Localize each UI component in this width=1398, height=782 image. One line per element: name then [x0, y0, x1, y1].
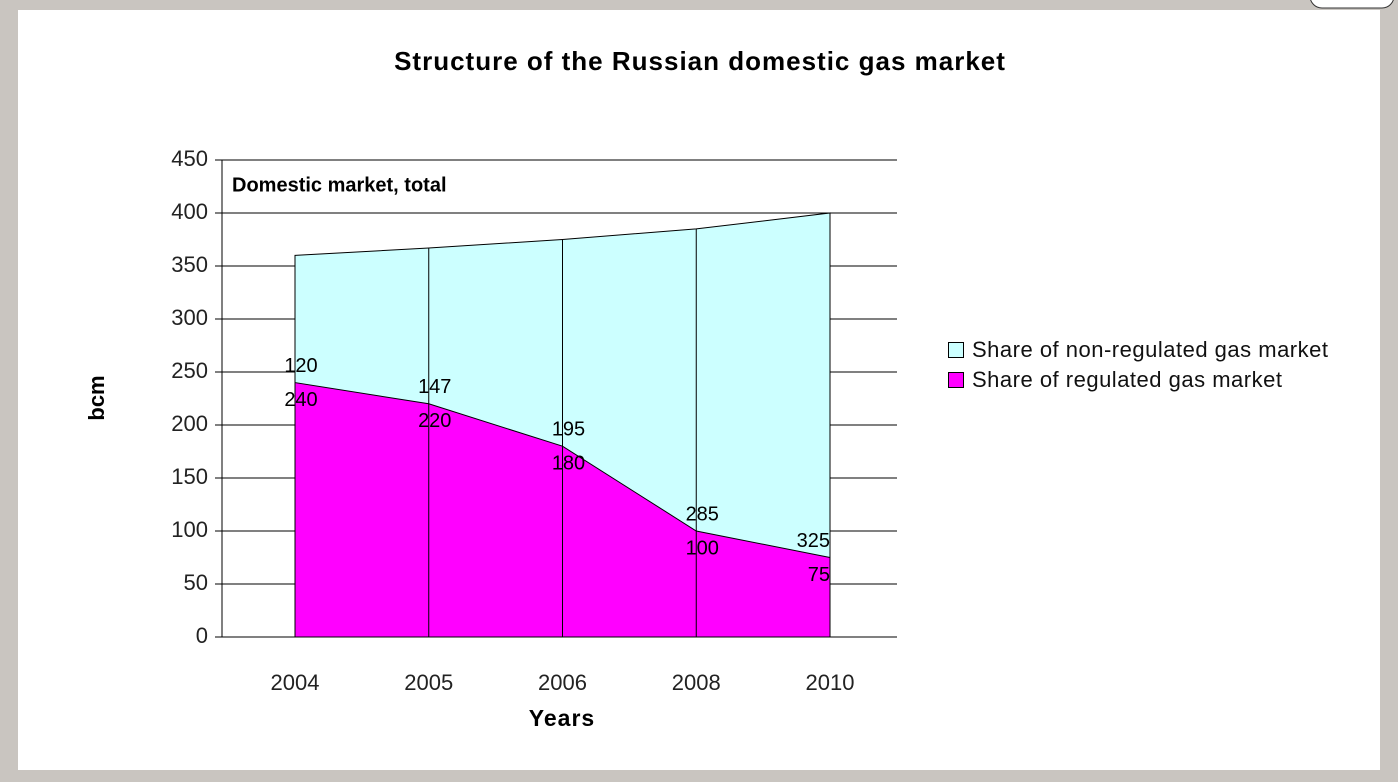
y-tick-label: 250 [171, 358, 208, 383]
y-axis-label: bcm [84, 375, 109, 420]
y-tick-label: 200 [171, 411, 208, 436]
legend-label: Share of non-regulated gas market [972, 337, 1329, 362]
data-label: 100 [686, 537, 719, 559]
legend-swatch [948, 342, 964, 358]
x-tick-label: 2010 [806, 670, 855, 695]
data-label: 180 [552, 452, 585, 474]
corner-shape [1310, 0, 1394, 9]
y-tick-label: 400 [171, 199, 208, 224]
legend-item: Share of regulated gas market [948, 366, 1362, 393]
y-tick-label: 350 [171, 252, 208, 277]
chart-title: Structure of the Russian domestic gas ma… [394, 46, 1006, 76]
y-tick-label: 0 [196, 623, 208, 648]
y-tick-label: 50 [184, 570, 208, 595]
y-tick-label: 300 [171, 305, 208, 330]
data-label: 147 [418, 376, 451, 398]
x-tick-label: 2008 [672, 670, 721, 695]
data-label: 75 [808, 564, 830, 586]
data-label: 240 [284, 389, 317, 411]
data-label: 220 [418, 410, 451, 432]
y-tick-label: 150 [171, 464, 208, 489]
data-label: 195 [552, 418, 585, 440]
legend-swatch [948, 372, 964, 388]
x-axis-label: Years [529, 705, 595, 731]
x-tick-label: 2004 [271, 670, 320, 695]
legend-item: Share of non-regulated gas market [948, 336, 1362, 363]
annotation: Domestic market, total [232, 174, 447, 196]
legend: Share of non-regulated gas market Share o… [948, 336, 1362, 396]
y-tick-label: 100 [171, 517, 208, 542]
y-tick-label: 450 [171, 146, 208, 171]
data-label: 325 [797, 530, 830, 552]
data-label: 120 [284, 355, 317, 377]
x-tick-label: 2006 [538, 670, 587, 695]
legend-label: Share of regulated gas market [972, 367, 1283, 392]
x-tick-label: 2005 [404, 670, 453, 695]
data-label: 285 [686, 503, 719, 525]
